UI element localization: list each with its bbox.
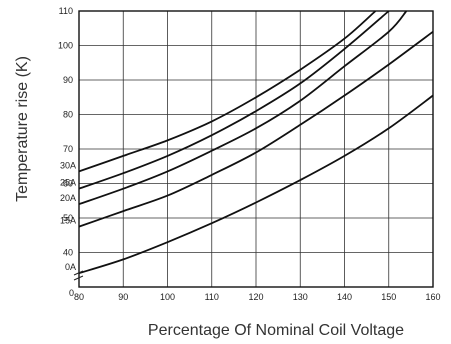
y-tick-label: 70	[63, 144, 73, 154]
x-tick-label: 110	[205, 292, 219, 302]
series-line-15a	[78, 30, 434, 228]
series-line-25a	[78, 10, 390, 190]
plot-frame	[78, 10, 434, 288]
tick-labels: 80 90 100 110 120 130 140 150 160 40 50 60 70 80 90 100…	[58, 6, 441, 302]
x-tick-label: 100	[160, 292, 175, 302]
series-line-0a	[78, 94, 434, 275]
series-label-0a: 0A	[65, 262, 76, 272]
series-label-15a: 15A	[60, 216, 76, 226]
grid	[78, 10, 434, 287]
x-tick-label: 140	[337, 292, 352, 302]
series-line-30a	[78, 10, 377, 173]
y-axis-title: Temperature rise (K)	[14, 56, 31, 202]
y-tick-label: 60	[63, 179, 73, 189]
y-tick-label: 50	[63, 213, 73, 223]
curves	[78, 10, 434, 275]
series-label-20a: 20A	[60, 193, 76, 203]
series-label-30a: 30A	[60, 160, 76, 170]
axis-break-mark	[73, 270, 84, 281]
x-tick-label: 160	[425, 292, 440, 302]
x-tick-label: 80	[74, 292, 84, 302]
y-tick-label: 90	[63, 75, 73, 85]
series-line-20a	[78, 10, 408, 206]
x-tick-label: 120	[248, 292, 263, 302]
y-tick-label: 40	[63, 248, 73, 258]
y-tick-label: 110	[59, 6, 73, 16]
series-label-25a: 25A	[60, 178, 76, 188]
y-tick-label: 80	[63, 110, 73, 120]
origin-label: 0	[69, 288, 74, 298]
x-tick-label: 130	[293, 292, 308, 302]
x-axis-title: Percentage Of Nominal Coil Voltage	[148, 322, 404, 339]
x-tick-label: 150	[381, 292, 396, 302]
y-tick-label: 100	[58, 41, 73, 51]
x-tick-label: 90	[118, 292, 128, 302]
